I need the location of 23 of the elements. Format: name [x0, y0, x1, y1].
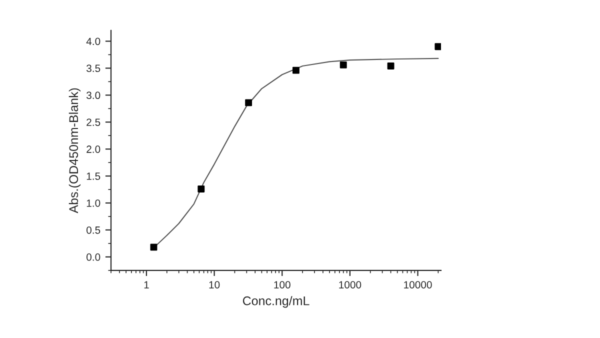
point — [150, 244, 158, 251]
y-tick-label: 0.5 — [86, 226, 100, 234]
y-axis-title: Abs.(OD450nm-Blank) — [68, 88, 81, 214]
point — [245, 99, 252, 106]
y-tick-label: 1.0 — [86, 199, 100, 207]
x-tick-label: 10 — [209, 281, 220, 288]
x-tick-label: 10000 — [404, 281, 432, 288]
x-tick-label: 1000 — [339, 281, 362, 288]
y-tick-label: 2.0 — [86, 146, 100, 153]
y-tick-label: 3.5 — [86, 64, 100, 72]
y-tick-label: 4.0 — [86, 38, 100, 46]
point — [387, 62, 394, 70]
x-tick-label: 1 — [144, 281, 149, 288]
y-tick-label: 0.0 — [86, 253, 100, 261]
point — [198, 185, 205, 192]
point — [340, 61, 347, 68]
y-tick-label: 2.5 — [86, 118, 100, 126]
y-tick-label: 1.5 — [86, 172, 100, 180]
y-tick-label: 3.0 — [86, 92, 100, 100]
point — [292, 66, 300, 74]
point — [434, 43, 441, 50]
x-axis-title: Conc.ng/mL — [242, 296, 310, 308]
x-tick-label: 100 — [274, 281, 290, 288]
